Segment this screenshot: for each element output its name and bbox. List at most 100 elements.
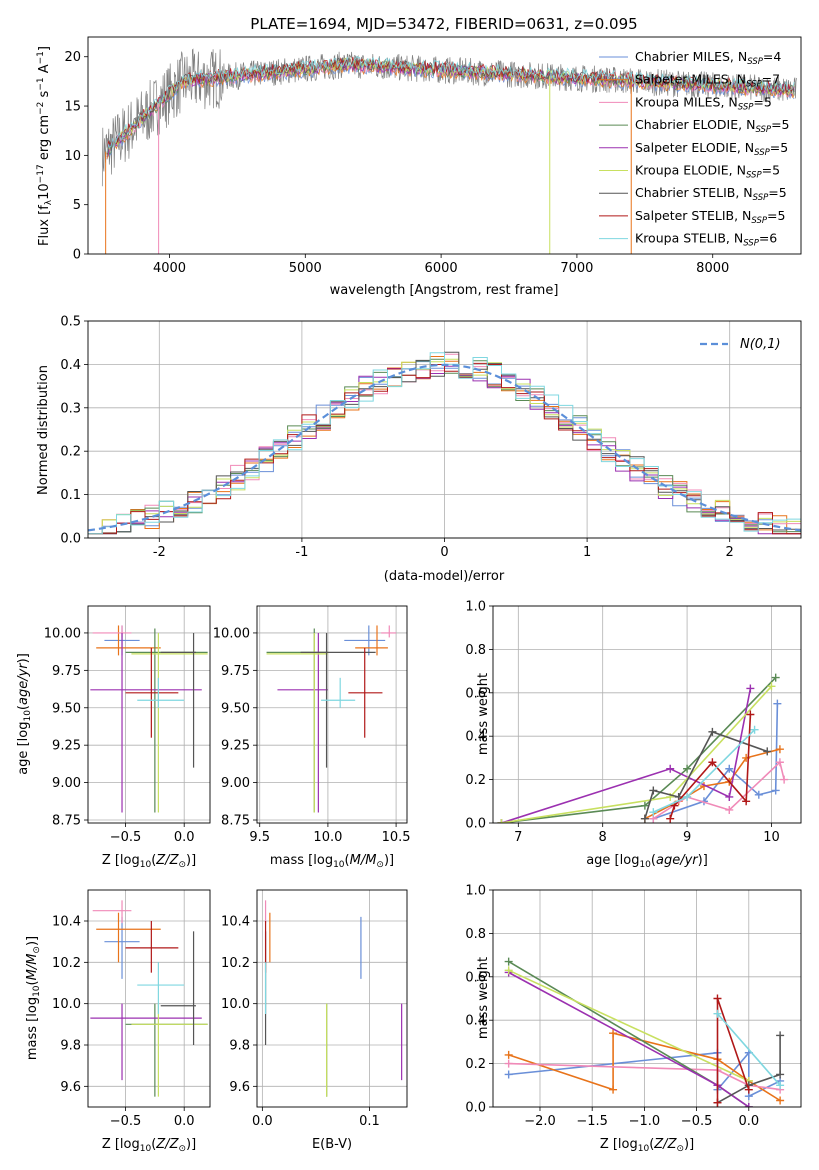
mass-weight-marker	[708, 758, 717, 767]
mass-weight-marker	[780, 775, 789, 784]
spectrum-plot-area	[101, 48, 797, 254]
y-tick-label: 0.2	[465, 1057, 486, 1072]
y-tick-label: 9.00	[221, 776, 250, 791]
y-tick-label: 15	[64, 100, 81, 115]
x-tick-label: −1.0	[629, 1114, 661, 1129]
mass-weight-marker	[497, 819, 506, 823]
mass-weight-marker	[504, 957, 513, 966]
y-tick-label: 0.4	[465, 1014, 486, 1029]
mw_age-frame	[492, 605, 802, 824]
y-axis-label: Flux [fλ10−17 erg cm−2 s−1 A−1]	[36, 46, 54, 246]
y-tick-label: 9.8	[229, 1039, 250, 1054]
mass-weight-line	[508, 969, 750, 1082]
x-axis-label: E(B-V)	[312, 1137, 352, 1152]
mass_EBV-plot-area	[264, 900, 403, 1097]
mass-weight-marker	[713, 1098, 722, 1107]
y-tick-label: 1.0	[465, 884, 486, 899]
legend-entry: Kroupa STELIB, NSSP=6	[635, 231, 777, 249]
x-tick-label: 8	[599, 830, 607, 845]
y-axis-label: mass weight	[476, 957, 491, 1039]
mass-weight-line	[508, 1062, 781, 1091]
y-tick-label: 0.1	[60, 488, 81, 503]
mass-weight-line	[717, 1035, 781, 1104]
y-axis-label: Normed distribution	[36, 365, 51, 495]
y-tick-label: 9.00	[52, 776, 81, 791]
mass-weight-marker	[713, 994, 722, 1003]
x-tick-label: 1	[583, 545, 591, 560]
y-tick-label: 9.25	[52, 739, 81, 754]
y-tick-label: 0.0	[60, 532, 81, 547]
x-axis-label: wavelength [Angstrom, rest frame]	[330, 283, 559, 298]
y-tick-label: 9.75	[221, 664, 250, 679]
age_mass-axes: 9.5 10.0 10.5 8.75 9.00 9.25 9.50 9.75 10.00	[213, 605, 411, 845]
x-tick-label: 5000	[289, 261, 322, 276]
mass-weight-marker	[725, 805, 734, 814]
mass-weight-line	[653, 703, 779, 820]
x-tick-label: 7	[514, 830, 522, 845]
legend-entry: Chabrier STELIB, NSSP=5	[635, 185, 787, 203]
x-tick-label: 10.5	[382, 830, 411, 845]
mass-weight-marker	[773, 699, 782, 708]
x-tick-label: 10	[763, 830, 780, 845]
y-tick-label: 1.0	[465, 600, 486, 615]
mass-weight-marker	[744, 1085, 753, 1094]
mass-weight-marker	[504, 1059, 513, 1068]
x-axis-label: age [log10(age/yr)]	[586, 853, 708, 870]
residuals-plot-area	[88, 351, 801, 535]
residuals-axes: -2 -1 0 1 2 0.0 0.1 0.2 0.3 0.4 0.5 N(0,1)	[60, 315, 802, 560]
y-tick-label: 10.0	[52, 997, 81, 1012]
legend-entry: Salpeter MILES, NSSP=7	[635, 72, 780, 90]
legend-entry: Salpeter ELODIE, NSSP=5	[635, 140, 788, 158]
x-axis-label: Z [log10(Z/Z⊙)]	[600, 1137, 694, 1154]
mass-weight-marker	[640, 814, 649, 823]
mass-weight-marker	[725, 792, 734, 801]
y-tick-label: 9.6	[60, 1080, 81, 1095]
mass-weight-line	[644, 748, 781, 820]
mass-weight-marker	[609, 1029, 618, 1038]
x-tick-label: 10.0	[313, 830, 342, 845]
y-tick-label: 0.2	[465, 773, 486, 788]
mass-weight-marker	[750, 725, 759, 734]
mass-weight-line	[501, 677, 777, 823]
mass-weight-marker	[504, 1070, 513, 1079]
y-tick-label: 5	[73, 198, 81, 213]
mass-weight-line	[508, 1050, 781, 1098]
mass-weight-marker	[776, 1031, 785, 1040]
mass_EBV-frame	[256, 889, 408, 1108]
y-tick-label: 0.6	[465, 686, 486, 701]
x-tick-label: 0.0	[252, 1114, 273, 1129]
y-tick-label: 0.4	[465, 730, 486, 745]
x-tick-label: 0	[440, 545, 448, 560]
x-tick-label: 9.5	[249, 830, 270, 845]
normal-distribution-curve	[88, 363, 801, 532]
age_Z-axes: −0.5 0.0 8.75 9.00 9.25 9.50 9.75 10.00	[44, 605, 211, 845]
y-tick-label: 10.2	[221, 956, 250, 971]
x-axis-label: Z [log10(Z/Z⊙)]	[102, 1137, 196, 1154]
mass-weight-marker	[640, 801, 649, 810]
mass-weight-marker	[504, 966, 513, 975]
mass-weight-marker	[776, 1070, 785, 1079]
mw_age-plot-area	[497, 673, 789, 823]
mass-weight-line	[508, 960, 750, 1107]
y-tick-label: 0.0	[465, 817, 486, 832]
spectrum-axes: 4000 5000 6000 7000 8000 0 5 10 15 20 Chabrier MIL…	[64, 36, 802, 276]
mass-weight-marker	[746, 684, 755, 693]
mass-weight-line	[508, 971, 750, 1107]
mass-weight-marker	[746, 710, 755, 719]
legend-entry: Salpeter STELIB, NSSP=5	[635, 208, 785, 226]
age_Z-plot-area	[90, 625, 208, 813]
y-tick-label: 0.2	[60, 445, 81, 460]
x-tick-label: −0.5	[681, 1114, 713, 1129]
y-tick-label: 10.2	[52, 956, 81, 971]
x-axis-label: Z [log10(Z/Z⊙)]	[102, 853, 196, 870]
mass-weight-line	[669, 714, 752, 819]
y-tick-label: 20	[64, 50, 81, 65]
x-tick-label: −0.5	[110, 1114, 142, 1129]
mass_Z-plot-area	[90, 900, 208, 1097]
mass-weight-marker	[771, 786, 780, 795]
x-axis-label: mass [log10(M/M⊙)]	[270, 853, 394, 870]
legend-entry: Chabrier MILES, NSSP=4	[635, 49, 781, 67]
y-tick-label: 0.8	[465, 643, 486, 658]
mass-weight-marker	[742, 797, 751, 806]
